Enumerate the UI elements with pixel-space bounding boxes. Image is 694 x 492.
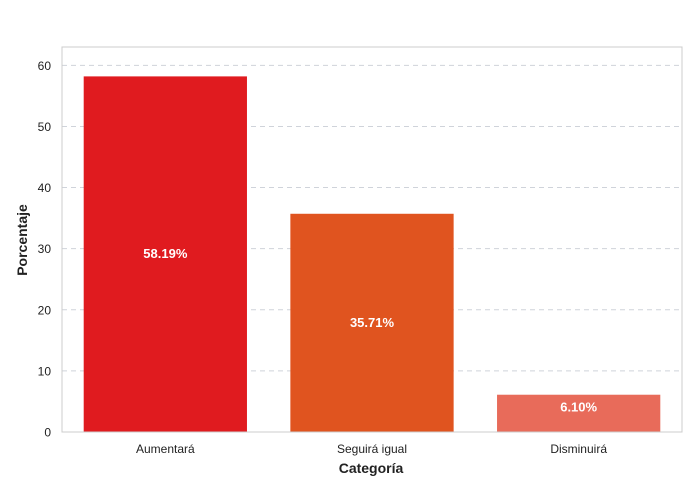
x-tick-label: Disminuirá xyxy=(550,442,607,456)
y-tick-label: 0 xyxy=(44,426,51,440)
y-axis-label: Porcentaje xyxy=(14,204,30,276)
bars: 58.19% 35.71% 6.10% xyxy=(83,76,661,433)
x-tick-label: Seguirá igual xyxy=(337,442,407,456)
y-tick-label: 20 xyxy=(38,303,52,317)
bar-value-label: 58.19% xyxy=(143,246,188,261)
plot-border xyxy=(61,46,683,433)
y-tick-label: 30 xyxy=(38,242,52,256)
x-axis-label: Categoría xyxy=(339,460,404,476)
plot-frame xyxy=(61,46,683,433)
x-tick-label: Aumentará xyxy=(136,442,195,456)
bar xyxy=(497,394,661,432)
y-tick-label: 10 xyxy=(38,364,52,378)
bar-value-label: 6.10% xyxy=(560,400,597,415)
y-tick-label: 50 xyxy=(38,120,52,134)
bar xyxy=(290,213,454,432)
bar-value-label: 35.71% xyxy=(350,315,395,330)
bar xyxy=(83,76,247,433)
y-tick-label: 40 xyxy=(38,181,52,195)
y-tick-label: 60 xyxy=(38,59,52,73)
tick-labels: 0 10 20 30 40 50 60 Aumentará Seguirá igual Dismi… xyxy=(38,59,608,456)
